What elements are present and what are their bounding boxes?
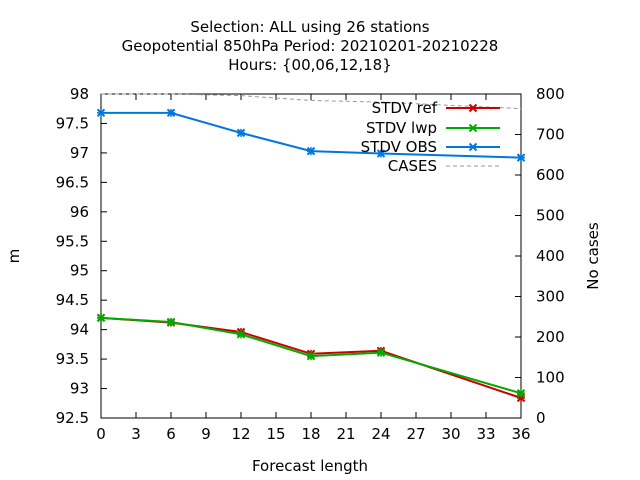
data-point bbox=[236, 330, 246, 339]
x-tick-label: 15 bbox=[266, 425, 285, 443]
legend-label: STDV lwp bbox=[366, 119, 437, 137]
y-tick-label: 93.5 bbox=[56, 350, 89, 368]
y-tick-label: 96.5 bbox=[56, 173, 89, 191]
y-tick-label: 94.5 bbox=[56, 291, 89, 309]
x-tick-label: 21 bbox=[336, 425, 355, 443]
plot-area: 0 3 6 9 12 15 18 21 24 27 30 33 3692.59393.59494.595… bbox=[56, 85, 565, 443]
data-point bbox=[516, 153, 526, 162]
y-tick-label: 97 bbox=[70, 144, 89, 162]
y2-tick-label: 200 bbox=[536, 328, 565, 346]
series-line bbox=[101, 111, 522, 159]
series-stdv-lwp bbox=[96, 313, 526, 398]
x-tick-label: 24 bbox=[371, 425, 390, 443]
series-cases bbox=[101, 93, 522, 110]
legend-label: STDV ref bbox=[372, 99, 438, 117]
x-tick-label: 27 bbox=[406, 425, 425, 443]
legend-entry: STDV ref bbox=[372, 99, 500, 117]
x-tick-label: 33 bbox=[476, 425, 495, 443]
y2-axis-label: No cases bbox=[584, 222, 602, 290]
y2-tick-label: 600 bbox=[536, 166, 565, 184]
data-point bbox=[166, 317, 176, 327]
series-line bbox=[100, 316, 522, 395]
legend-label: CASES bbox=[388, 157, 437, 175]
y-tick-label: 95.5 bbox=[56, 232, 89, 250]
y-tick-label: 94 bbox=[70, 321, 89, 339]
x-tick-label: 12 bbox=[231, 425, 250, 443]
plot-frame bbox=[100, 93, 522, 419]
x-tick-label: 3 bbox=[131, 425, 141, 443]
y2-tick-label: 700 bbox=[536, 126, 565, 144]
title-line-1: Selection: ALL using 26 stations bbox=[190, 18, 429, 36]
x-tick-label: 0 bbox=[96, 425, 106, 443]
y-axis-label: m bbox=[5, 249, 23, 264]
data-point bbox=[166, 108, 176, 118]
x-tick-label: 30 bbox=[441, 425, 460, 443]
y2-tick-label: 800 bbox=[536, 85, 565, 103]
data-point bbox=[236, 128, 246, 138]
x-axis-label: Forecast length bbox=[252, 457, 368, 475]
y-tick-label: 97.5 bbox=[56, 114, 89, 132]
y2-tick-label: 500 bbox=[536, 207, 565, 225]
title-line-2: Geopotential 850hPa Period: 20210201-202… bbox=[122, 37, 499, 55]
series-line bbox=[101, 93, 522, 110]
y-tick-label: 96 bbox=[70, 203, 89, 221]
y2-tick-label: 0 bbox=[536, 409, 546, 427]
x-tick-label: 6 bbox=[166, 425, 176, 443]
title-line-3: Hours: {00,06,12,18} bbox=[228, 56, 392, 74]
data-point bbox=[306, 146, 316, 156]
x-tick-label: 18 bbox=[301, 425, 320, 443]
x-tick-label: 36 bbox=[511, 425, 530, 443]
x-tick-label: 9 bbox=[201, 425, 211, 443]
y2-tick-label: 300 bbox=[536, 288, 565, 306]
legend-label: STDV OBS bbox=[361, 138, 437, 156]
chart-title: Selection: ALL using 26 stations Geopote… bbox=[122, 18, 499, 74]
y2-tick-label: 400 bbox=[536, 247, 565, 265]
y-tick-label: 92.5 bbox=[56, 409, 89, 427]
y-tick-label: 93 bbox=[70, 380, 89, 398]
data-point bbox=[376, 348, 386, 357]
y-tick-label: 98 bbox=[70, 85, 89, 103]
data-point bbox=[376, 149, 386, 158]
data-point bbox=[516, 389, 526, 398]
legend-entry: STDV OBS bbox=[361, 138, 500, 156]
series-stdv-obs bbox=[96, 108, 526, 162]
data-point bbox=[96, 108, 106, 118]
legend-entry: STDV lwp bbox=[366, 119, 500, 137]
legend-entry: CASES bbox=[388, 157, 500, 175]
data-point bbox=[306, 351, 316, 361]
series-layer bbox=[96, 93, 526, 403]
data-point bbox=[96, 313, 106, 323]
y2-tick-label: 100 bbox=[536, 369, 565, 387]
y-tick-label: 95 bbox=[70, 262, 89, 280]
